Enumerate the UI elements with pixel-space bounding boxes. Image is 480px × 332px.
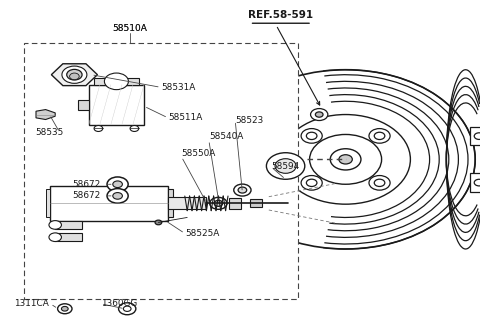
- Circle shape: [374, 179, 385, 187]
- Circle shape: [238, 187, 247, 193]
- Circle shape: [301, 176, 322, 190]
- Circle shape: [266, 153, 305, 179]
- Circle shape: [61, 306, 68, 311]
- Circle shape: [374, 132, 385, 139]
- Circle shape: [339, 155, 352, 164]
- Bar: [24, 43, 298, 299]
- Text: 58511A: 58511A: [168, 113, 203, 123]
- Circle shape: [94, 125, 103, 131]
- Circle shape: [306, 179, 317, 187]
- Text: REF.58-591: REF.58-591: [248, 10, 313, 20]
- Circle shape: [49, 221, 61, 229]
- Bar: [470, 173, 480, 192]
- Circle shape: [130, 125, 139, 131]
- Bar: [94, 78, 139, 85]
- Circle shape: [210, 197, 227, 209]
- Text: 58531A: 58531A: [161, 83, 195, 92]
- Circle shape: [315, 112, 323, 117]
- Text: 58535: 58535: [36, 127, 64, 137]
- Circle shape: [58, 304, 72, 314]
- Circle shape: [474, 133, 480, 139]
- Bar: [250, 199, 262, 207]
- Circle shape: [104, 73, 128, 90]
- Circle shape: [107, 189, 128, 203]
- Bar: [55, 233, 82, 241]
- Circle shape: [369, 176, 390, 190]
- Text: 1311CA: 1311CA: [14, 299, 49, 308]
- Bar: [470, 127, 480, 145]
- Text: 58672: 58672: [72, 180, 100, 189]
- Circle shape: [119, 303, 136, 315]
- Text: 58510A: 58510A: [112, 24, 147, 33]
- Circle shape: [113, 181, 122, 188]
- Polygon shape: [36, 110, 55, 120]
- Text: 58523: 58523: [235, 116, 264, 125]
- Bar: [168, 197, 206, 209]
- Text: 58525A: 58525A: [185, 229, 219, 238]
- Circle shape: [155, 220, 162, 225]
- Bar: [50, 186, 168, 221]
- Bar: [229, 198, 241, 209]
- Circle shape: [67, 69, 82, 80]
- Circle shape: [214, 201, 223, 207]
- Circle shape: [70, 73, 79, 80]
- Text: 58672: 58672: [72, 191, 100, 201]
- Text: 58550A: 58550A: [181, 149, 216, 158]
- Circle shape: [369, 128, 390, 143]
- Circle shape: [62, 66, 87, 83]
- Text: 58540A: 58540A: [209, 132, 243, 141]
- Circle shape: [123, 306, 131, 311]
- Polygon shape: [51, 64, 97, 86]
- Circle shape: [234, 184, 251, 196]
- Circle shape: [107, 177, 128, 192]
- Circle shape: [275, 159, 296, 173]
- Text: 58510A: 58510A: [112, 24, 147, 33]
- Circle shape: [311, 109, 328, 121]
- Circle shape: [49, 233, 61, 242]
- Circle shape: [474, 179, 480, 186]
- Circle shape: [113, 193, 122, 199]
- Bar: [78, 100, 89, 110]
- Circle shape: [301, 128, 322, 143]
- Text: 1360GG: 1360GG: [101, 299, 137, 308]
- Circle shape: [330, 149, 361, 170]
- Bar: [168, 189, 173, 217]
- Bar: [46, 189, 50, 217]
- Text: 58594: 58594: [271, 162, 300, 172]
- Bar: [89, 85, 144, 124]
- Circle shape: [310, 134, 382, 184]
- Bar: [55, 221, 82, 229]
- Circle shape: [281, 115, 410, 204]
- Circle shape: [306, 132, 317, 139]
